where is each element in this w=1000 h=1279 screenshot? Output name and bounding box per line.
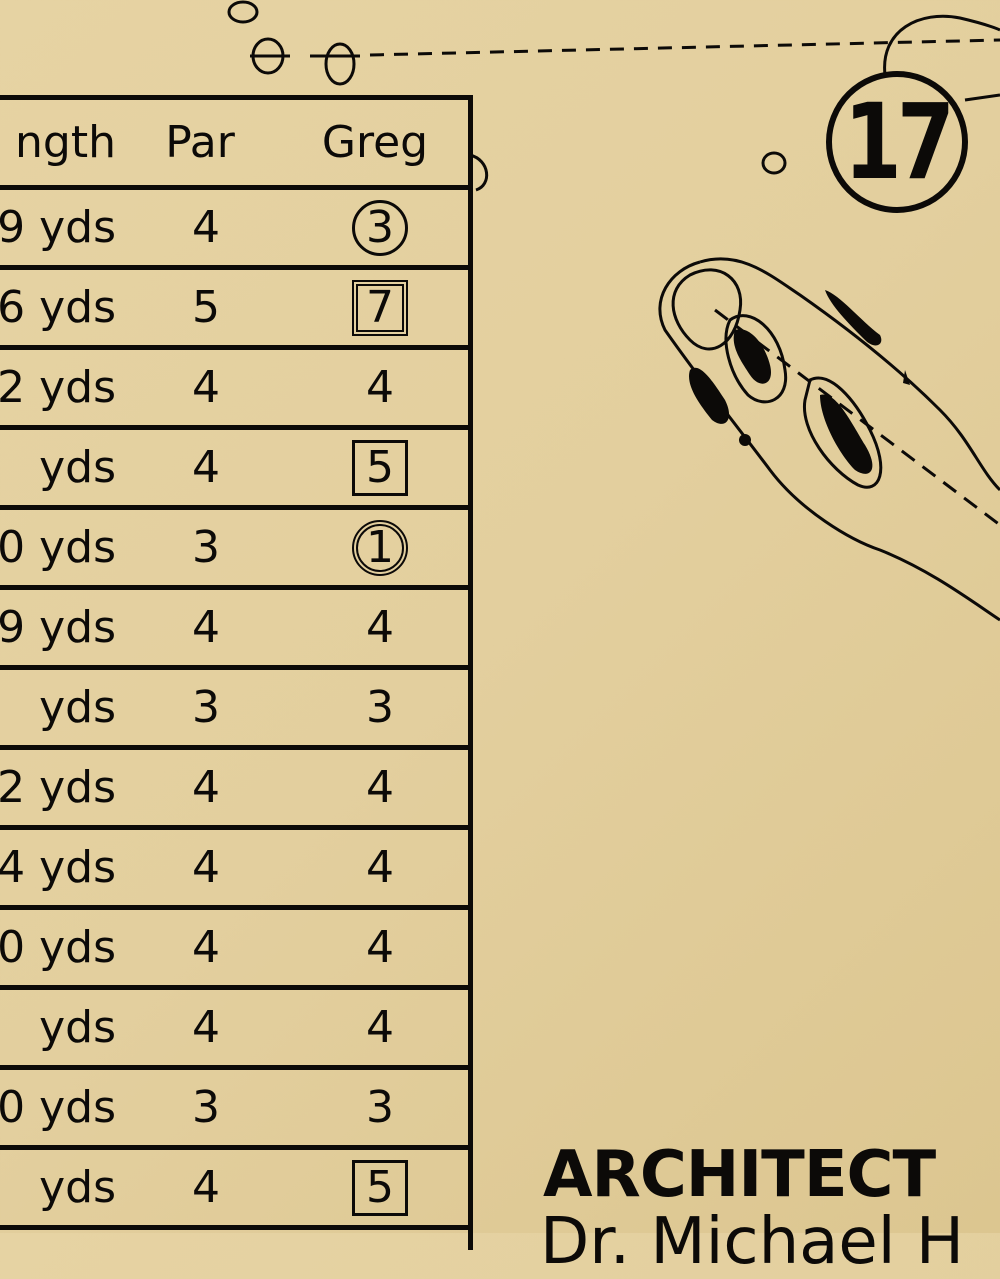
- hole-score: 4: [366, 361, 394, 413]
- table-row: yds 4 4: [0, 990, 468, 1070]
- hole-length: 0 yds: [0, 522, 116, 573]
- scorecard-table: ngth Par Greg 9 yds 4 3 6 yds 5 7 2 yds 4 4 yds 4 5…: [0, 95, 473, 1250]
- hole-par: 4: [192, 362, 220, 413]
- hole-score: 4: [366, 1001, 394, 1053]
- hole-length: 0 yds: [0, 1082, 116, 1133]
- table-row: 9 yds 4 3: [0, 190, 468, 270]
- header-player: Greg: [321, 117, 429, 168]
- hole-par: 4: [192, 922, 220, 973]
- hole-length: 2 yds: [0, 762, 116, 813]
- table-row: yds 3 3: [0, 670, 468, 750]
- hole-number: 17: [843, 81, 955, 203]
- hole-score: 3: [366, 1081, 394, 1133]
- hole-par: 4: [192, 202, 220, 253]
- hole-length: yds: [39, 1002, 116, 1053]
- hole-number-badge: [826, 71, 968, 213]
- hole-length: 9 yds: [0, 602, 116, 653]
- hole-line: [369, 38, 1000, 57]
- table-row: 6 yds 5 7: [0, 270, 468, 350]
- hole-length: 4 yds: [0, 842, 116, 893]
- architect-name: Dr. Michael H: [540, 1205, 964, 1279]
- green: [671, 268, 743, 351]
- tee-marker: [227, 0, 259, 24]
- table-row: yds 4 5: [0, 430, 468, 510]
- tee-marker: [324, 42, 356, 86]
- hole-length: yds: [39, 442, 116, 493]
- hole-par: 3: [192, 682, 220, 733]
- table-row: 0 yds 3 1: [0, 510, 468, 590]
- hole-length: 9 yds: [0, 202, 116, 253]
- hole-par: 4: [192, 442, 220, 493]
- hole-par: 4: [192, 1002, 220, 1053]
- header-length: ngth: [15, 117, 116, 168]
- table-row: yds 4 5: [0, 1150, 468, 1230]
- hole-score: 4: [366, 761, 394, 813]
- hole-length: yds: [39, 682, 116, 733]
- table-header: ngth Par Greg: [0, 100, 468, 190]
- hole-par: 3: [192, 1082, 220, 1133]
- table-row: 0 yds 3 3: [0, 1070, 468, 1150]
- hole-par: 4: [192, 842, 220, 893]
- hole-score: 5: [352, 439, 408, 496]
- header-par: Par: [165, 117, 235, 168]
- hole-score: 1: [352, 519, 408, 576]
- hole-length: 0 yds: [0, 922, 116, 973]
- table-row: 0 yds 4 4: [0, 910, 468, 990]
- hole-score: 7: [352, 279, 408, 336]
- table-row: 2 yds 4 4: [0, 750, 468, 830]
- hole-score: 3: [352, 199, 408, 256]
- hole-length: 2 yds: [0, 362, 116, 413]
- hole-score: 3: [366, 681, 394, 733]
- hole-par: 4: [192, 602, 220, 653]
- hole-score: 5: [352, 1159, 408, 1216]
- hole-length: 6 yds: [0, 282, 116, 333]
- hole-score: 4: [366, 921, 394, 973]
- hole-length: yds: [39, 1162, 116, 1213]
- hole-par: 3: [192, 522, 220, 573]
- architect-label: ARCHITECT: [543, 1138, 936, 1212]
- table-row: 9 yds 4 4: [0, 590, 468, 670]
- hole-par: 4: [192, 1162, 220, 1213]
- fairway: [658, 260, 1000, 622]
- hole-par: 5: [192, 282, 220, 333]
- hole-score: 4: [366, 601, 394, 653]
- table-row: 4 yds 4 4: [0, 830, 468, 910]
- hole-score: 4: [366, 841, 394, 893]
- table-row: 2 yds 4 4: [0, 350, 468, 430]
- hole-par: 4: [192, 762, 220, 813]
- course-map: [227, 0, 1000, 622]
